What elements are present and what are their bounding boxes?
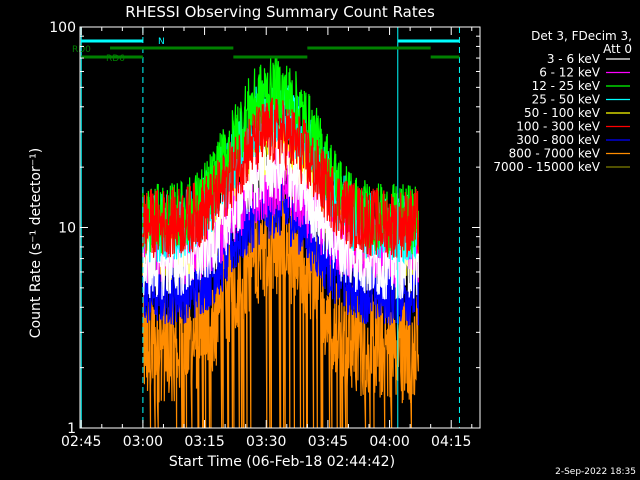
legend-header-line-1: Det 3, FDecim 3,: [531, 29, 632, 43]
y-axis-label: Count Rate (s⁻¹ detector⁻¹): [28, 148, 44, 338]
legend-header-line-2: Att 0: [603, 42, 632, 56]
y-tick-label-2: 100: [49, 20, 76, 36]
state-bar-label-rd0: RD0: [72, 45, 91, 55]
series-line-5: [142, 97, 419, 258]
x-tick-label-5: 04:00: [369, 434, 409, 450]
series-line-7: [142, 189, 419, 428]
x-tick-label-0: 02:45: [61, 434, 101, 450]
data-layer: [142, 56, 419, 428]
legend-label-2: 12 - 25 keV: [532, 79, 601, 93]
x-tick-label-6: 04:15: [431, 434, 471, 450]
state-bar-label-rd6: RD6: [106, 54, 125, 64]
y-tick-label-0: 1: [67, 421, 76, 437]
x-axis-label: Start Time (06-Feb-18 02:44:42): [169, 454, 395, 470]
legend-label-7: 800 - 7000 keV: [509, 147, 601, 161]
legend-label-4: 50 - 100 keV: [524, 106, 601, 120]
legend-label-8: 7000 - 15000 keV: [493, 160, 600, 174]
legend-label-6: 300 - 800 keV: [516, 133, 600, 147]
legend-label-1: 6 - 12 keV: [539, 66, 601, 80]
legend-label-3: 25 - 50 keV: [532, 93, 601, 107]
x-tick-label-3: 03:30: [246, 434, 286, 450]
x-tick-label-4: 03:45: [308, 434, 348, 450]
legend-label-0: 3 - 6 keV: [547, 52, 601, 66]
x-tick-label-2: 03:15: [184, 434, 224, 450]
y-tick-label-1: 10: [58, 221, 76, 237]
chart-title: RHESSI Observing Summary Count Rates: [125, 3, 435, 21]
legend-label-5: 100 - 300 keV: [516, 120, 600, 134]
x-tick-label-1: 03:00: [123, 434, 163, 450]
overlay-layer: N RD0 RD6: [72, 27, 460, 428]
axes-layer: 02:45 03:00 03:15 03:30 03:45 04:00 04:15 1 10 10…: [49, 20, 481, 450]
footer-timestamp: 2-Sep-2022 18:35: [555, 467, 636, 477]
state-bar-label-n: N: [158, 37, 165, 47]
